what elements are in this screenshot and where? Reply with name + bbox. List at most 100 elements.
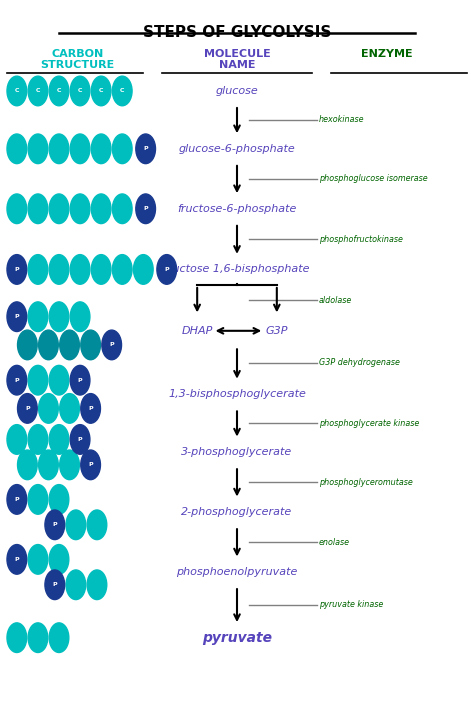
Text: hexokinase: hexokinase xyxy=(319,115,365,124)
Circle shape xyxy=(60,450,79,480)
Text: aldolase: aldolase xyxy=(319,296,352,304)
Circle shape xyxy=(81,394,100,423)
Text: P: P xyxy=(15,314,19,319)
Circle shape xyxy=(91,76,111,106)
Text: ENZYME: ENZYME xyxy=(361,48,413,58)
Text: DHAP: DHAP xyxy=(182,326,213,336)
Circle shape xyxy=(60,330,79,360)
Circle shape xyxy=(60,394,79,423)
Circle shape xyxy=(70,255,90,284)
Circle shape xyxy=(102,330,121,360)
Circle shape xyxy=(66,510,86,540)
Text: P: P xyxy=(78,378,82,383)
Text: G3P dehydrogenase: G3P dehydrogenase xyxy=(319,358,400,367)
Text: G3P: G3P xyxy=(265,326,288,336)
Circle shape xyxy=(112,194,132,223)
Text: P: P xyxy=(164,267,169,272)
Circle shape xyxy=(91,134,111,164)
Circle shape xyxy=(87,510,107,540)
Text: STEPS OF GLYCOLYSIS: STEPS OF GLYCOLYSIS xyxy=(143,26,331,41)
Circle shape xyxy=(7,76,27,106)
Circle shape xyxy=(49,365,69,395)
Circle shape xyxy=(49,623,69,653)
Circle shape xyxy=(70,76,90,106)
Circle shape xyxy=(70,134,90,164)
Circle shape xyxy=(28,76,48,106)
Circle shape xyxy=(38,394,58,423)
Circle shape xyxy=(7,485,27,514)
Text: P: P xyxy=(88,406,93,411)
Text: P: P xyxy=(53,523,57,528)
Text: phosphoenolpyruvate: phosphoenolpyruvate xyxy=(176,567,298,577)
Circle shape xyxy=(38,450,58,480)
Circle shape xyxy=(38,330,58,360)
Text: phosphoglyceromutase: phosphoglyceromutase xyxy=(319,478,413,486)
Circle shape xyxy=(49,545,69,574)
Text: P: P xyxy=(53,582,57,587)
Text: CARBON
STRUCTURE: CARBON STRUCTURE xyxy=(41,48,115,70)
Circle shape xyxy=(28,424,48,454)
Circle shape xyxy=(49,485,69,514)
Text: glucose: glucose xyxy=(216,86,258,96)
Circle shape xyxy=(18,450,37,480)
Circle shape xyxy=(49,76,69,106)
Circle shape xyxy=(28,545,48,574)
Circle shape xyxy=(112,255,132,284)
Text: enolase: enolase xyxy=(319,538,350,547)
Text: P: P xyxy=(15,267,19,272)
Circle shape xyxy=(7,134,27,164)
Circle shape xyxy=(49,194,69,223)
Text: P: P xyxy=(109,343,114,348)
Text: C: C xyxy=(57,88,61,93)
Circle shape xyxy=(28,194,48,223)
Circle shape xyxy=(70,365,90,395)
Circle shape xyxy=(7,424,27,454)
Text: phosphofructokinase: phosphofructokinase xyxy=(319,235,403,244)
Circle shape xyxy=(28,485,48,514)
Circle shape xyxy=(18,330,37,360)
Text: C: C xyxy=(36,88,40,93)
Circle shape xyxy=(70,302,90,331)
Circle shape xyxy=(49,302,69,331)
Text: C: C xyxy=(15,88,19,93)
Circle shape xyxy=(91,255,111,284)
Circle shape xyxy=(112,134,132,164)
Text: pyruvate: pyruvate xyxy=(202,631,272,645)
Text: P: P xyxy=(15,497,19,502)
Circle shape xyxy=(87,570,107,599)
Circle shape xyxy=(70,194,90,223)
Circle shape xyxy=(112,76,132,106)
Circle shape xyxy=(136,194,155,223)
Text: pyruvate kinase: pyruvate kinase xyxy=(319,600,383,609)
Text: P: P xyxy=(25,406,30,411)
Text: MOLECULE
NAME: MOLECULE NAME xyxy=(204,48,270,70)
Circle shape xyxy=(45,570,64,599)
Text: P: P xyxy=(15,378,19,383)
Circle shape xyxy=(7,545,27,574)
Text: P: P xyxy=(88,462,93,467)
Circle shape xyxy=(66,570,86,599)
Text: C: C xyxy=(78,88,82,93)
Circle shape xyxy=(45,510,64,540)
Circle shape xyxy=(157,255,177,284)
Circle shape xyxy=(134,255,153,284)
Circle shape xyxy=(81,330,100,360)
Circle shape xyxy=(49,255,69,284)
Circle shape xyxy=(91,194,111,223)
Text: P: P xyxy=(78,437,82,442)
Circle shape xyxy=(7,255,27,284)
Text: P: P xyxy=(143,206,148,211)
Text: 2-phosphoglycerate: 2-phosphoglycerate xyxy=(182,507,292,517)
Circle shape xyxy=(70,424,90,454)
Circle shape xyxy=(7,194,27,223)
Circle shape xyxy=(49,424,69,454)
Text: P: P xyxy=(143,146,148,151)
Circle shape xyxy=(7,302,27,331)
Circle shape xyxy=(136,134,155,164)
Text: P: P xyxy=(15,557,19,562)
Circle shape xyxy=(7,365,27,395)
Text: C: C xyxy=(120,88,125,93)
Text: fructose-6-phosphate: fructose-6-phosphate xyxy=(177,204,297,214)
Text: glucose-6-phosphate: glucose-6-phosphate xyxy=(179,144,295,154)
Circle shape xyxy=(81,450,100,480)
